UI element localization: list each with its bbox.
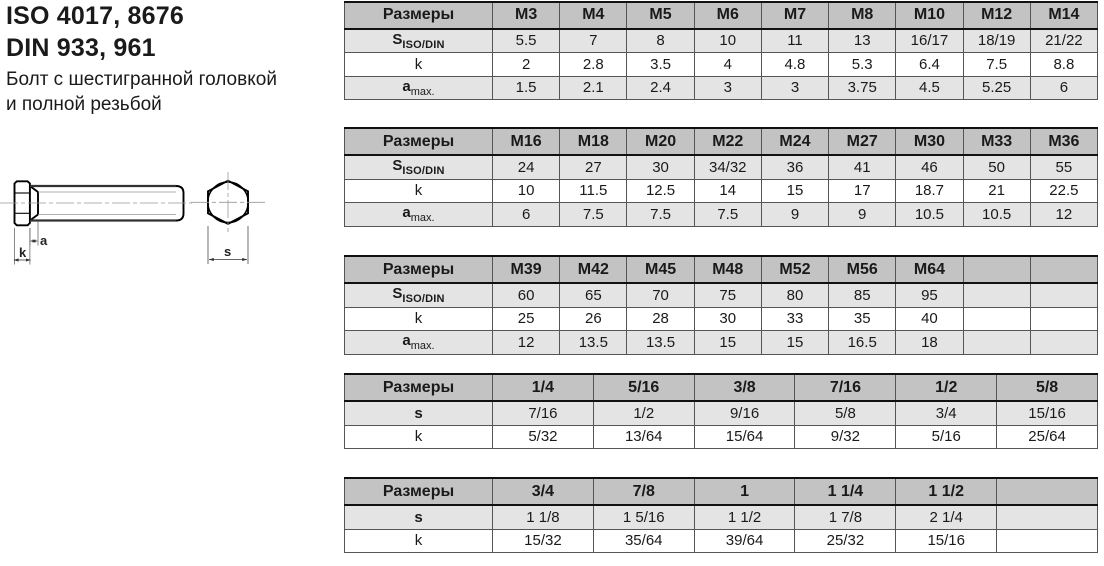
- svg-text:a: a: [40, 233, 48, 248]
- svg-text:s: s: [224, 244, 231, 259]
- svg-text:k: k: [19, 245, 27, 260]
